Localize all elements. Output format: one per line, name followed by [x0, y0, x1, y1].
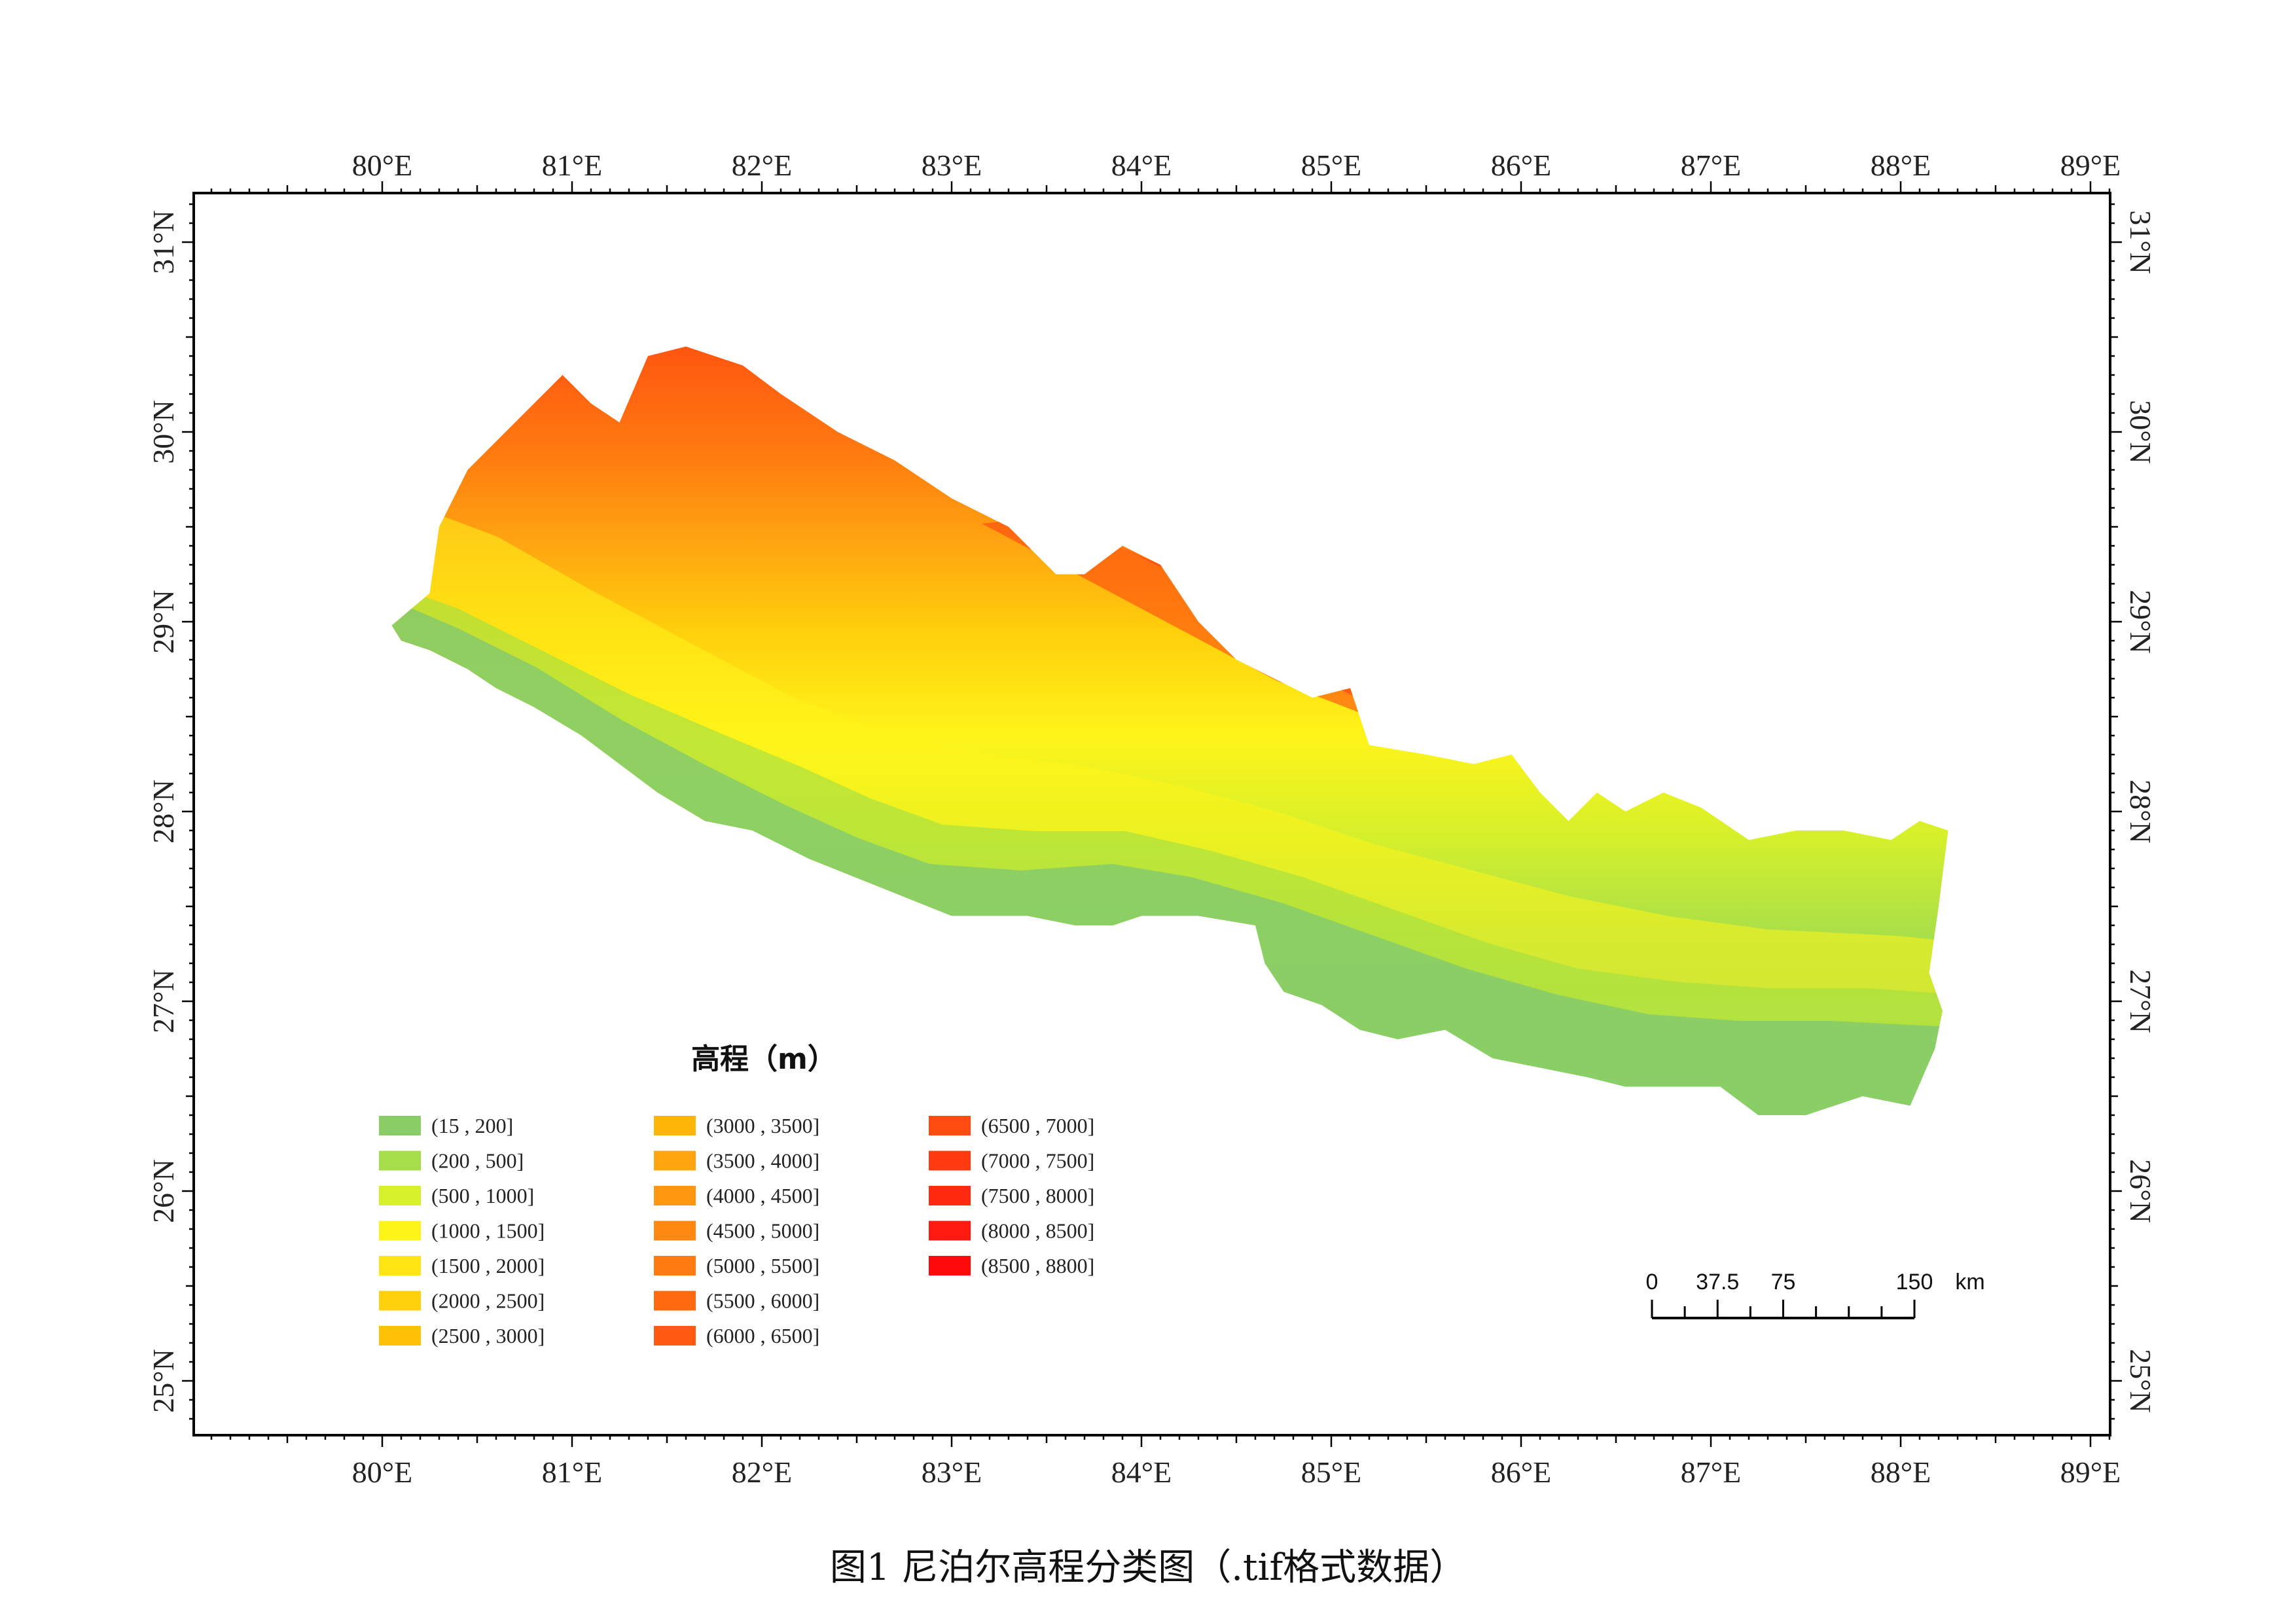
lon-label-top: 89°E — [2060, 149, 2121, 182]
legend-swatch — [379, 1326, 421, 1346]
legend-label: (3500 , 4000] — [706, 1149, 819, 1173]
figure-caption: 图1 尼泊尔高程分类图（.tif格式数据） — [829, 1546, 1467, 1589]
legend-label: (15 , 200] — [431, 1114, 513, 1137]
scale-bar-label: 150 — [1896, 1270, 1933, 1294]
legend-label: (1000 , 1500] — [431, 1219, 545, 1243]
lat-label-right: 30°N — [2124, 400, 2157, 464]
legend-label: (500 , 1000] — [431, 1184, 534, 1207]
lat-label-left: 27°N — [147, 969, 180, 1033]
legend-swatch — [929, 1186, 971, 1205]
scale-bar-label: 75 — [1771, 1270, 1796, 1294]
scale-bar-label: 0 — [1646, 1270, 1659, 1294]
legend-label: (4500 , 5000] — [706, 1219, 819, 1243]
legend-swatch — [379, 1150, 421, 1171]
lon-label-bottom: 88°E — [1871, 1455, 1931, 1489]
legend-swatch — [654, 1186, 696, 1205]
lon-label-bottom: 81°E — [542, 1455, 603, 1489]
lon-label-top: 88°E — [1871, 149, 1931, 182]
lon-labels-top: 80°E 81°E 82°E 83°E 84°E 85°E 86°E 87°E 88°E 89°E — [352, 149, 2121, 182]
lon-label-top: 81°E — [542, 149, 603, 182]
scale-bar-label: 37.5 — [1696, 1270, 1739, 1294]
legend-swatch — [929, 1256, 971, 1275]
lat-label-left: 28°N — [147, 779, 180, 844]
legend-label: (2000 , 2500] — [431, 1289, 545, 1313]
legend-swatch — [929, 1116, 971, 1135]
legend-swatch — [379, 1186, 421, 1205]
lon-label-top: 83°E — [922, 149, 982, 182]
legend-label: (6000 , 6500] — [706, 1324, 819, 1347]
legend-label: (7500 , 8000] — [981, 1184, 1094, 1207]
legend-swatch — [654, 1116, 696, 1135]
lon-label-bottom: 83°E — [922, 1455, 982, 1489]
lat-labels-left: 25°N 26°N 27°N 28°N 29°N 30°N 31°N — [147, 210, 180, 1413]
lat-label-left: 30°N — [147, 400, 180, 464]
legend-label: (5500 , 6000] — [706, 1289, 819, 1313]
lon-label-top: 82°E — [732, 149, 793, 182]
lon-label-bottom: 82°E — [732, 1455, 793, 1489]
lon-label-bottom: 89°E — [2060, 1455, 2121, 1489]
legend-swatch — [379, 1221, 421, 1241]
lat-label-right: 29°N — [2124, 590, 2157, 654]
legend-swatch — [929, 1221, 971, 1241]
legend-swatch — [379, 1116, 421, 1135]
legend-label: (8500 , 8800] — [981, 1254, 1094, 1277]
legend-swatch — [654, 1150, 696, 1171]
legend-label: (3000 , 3500] — [706, 1114, 819, 1137]
lon-label-top: 86°E — [1491, 149, 1552, 182]
legend-swatch — [929, 1150, 971, 1171]
scale-bar-unit: km — [1955, 1270, 1984, 1294]
lat-label-right: 25°N — [2124, 1349, 2157, 1413]
lat-label-right: 26°N — [2124, 1159, 2157, 1223]
lat-label-right: 28°N — [2124, 779, 2157, 844]
legend-swatch — [654, 1221, 696, 1241]
legend-label: (1500 , 2000] — [431, 1254, 545, 1277]
lat-label-right: 27°N — [2124, 969, 2157, 1033]
legend-label: (200 , 500] — [431, 1149, 524, 1173]
legend-label: (4000 , 4500] — [706, 1184, 819, 1207]
legend-swatch — [654, 1326, 696, 1346]
lat-labels-right: 25°N 26°N 27°N 28°N 29°N 30°N 31°N — [2124, 210, 2157, 1413]
legend-swatch — [654, 1291, 696, 1311]
legend-label: (5000 , 5500] — [706, 1254, 819, 1277]
lon-label-bottom: 86°E — [1491, 1455, 1552, 1489]
legend-swatch — [379, 1256, 421, 1275]
legend-label: (6500 , 7000] — [981, 1114, 1094, 1137]
lon-label-top: 84°E — [1111, 149, 1172, 182]
lat-label-right: 31°N — [2124, 210, 2157, 274]
legend-title: 高程（m） — [691, 1043, 836, 1076]
lon-label-bottom: 87°E — [1681, 1455, 1742, 1489]
legend-label: (8000 , 8500] — [981, 1219, 1094, 1243]
lon-label-bottom: 84°E — [1111, 1455, 1172, 1489]
lon-label-bottom: 80°E — [352, 1455, 413, 1489]
scale-bar: 0 37.5 75 150 km — [1646, 1270, 1985, 1319]
lon-label-bottom: 85°E — [1301, 1455, 1362, 1489]
legend-label: (2500 , 3000] — [431, 1324, 545, 1347]
lon-label-top: 87°E — [1681, 149, 1742, 182]
lat-label-left: 29°N — [147, 590, 180, 654]
legend-label: (7000 , 7500] — [981, 1149, 1094, 1173]
elevation-legend: 高程（m） (15 , 200] (200 , 500] (500 , 1000] (… — [379, 1043, 1094, 1347]
lat-label-left: 31°N — [147, 210, 180, 274]
lon-labels-bottom: 80°E 81°E 82°E 83°E 84°E 85°E 86°E 87°E 88°E 89°E — [352, 1455, 2121, 1489]
legend-swatch — [654, 1256, 696, 1275]
lon-label-top: 85°E — [1301, 149, 1362, 182]
graticule-ticks — [182, 181, 2122, 1447]
middle-hills — [391, 497, 1948, 995]
legend-swatch — [379, 1291, 421, 1311]
lon-label-top: 80°E — [352, 149, 413, 182]
lat-label-left: 25°N — [147, 1349, 180, 1413]
lat-label-left: 26°N — [147, 1159, 180, 1223]
